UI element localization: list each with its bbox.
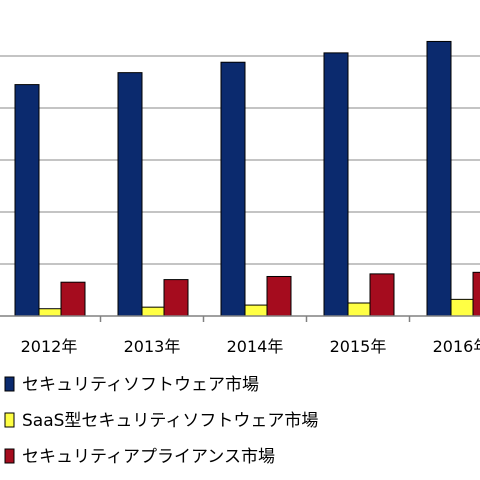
bar-1-2014年: [220, 61, 246, 317]
x-tick-label: 2013年: [124, 337, 181, 356]
bar-2-2012年: [38, 308, 62, 317]
legend-label: セキュリティソフトウェア市場: [22, 375, 259, 395]
bar-3-2016年: [472, 271, 480, 317]
x-ticks: [99, 316, 411, 322]
x-tick-label: 2014年: [227, 337, 284, 356]
legend: セキュリティソフトウェア市場 SaaS型セキュリティソフトウェア市場セキュリティア…: [4, 375, 318, 467]
x-tick-label: 2016年: [433, 337, 480, 356]
x-tick-label: 2015年: [330, 337, 387, 356]
legend-label: SaaS型セキュリティソフトウェア市場: [22, 411, 318, 431]
bar-1-2016年: [426, 40, 452, 317]
bars: [14, 40, 480, 317]
bar-2-2013年: [141, 306, 165, 317]
x-tick-labels: 2012年 2013年 2014年 2015年 2016年: [21, 337, 480, 356]
bar-1-2015年: [323, 52, 349, 317]
x-tick-label: 2012年: [21, 337, 78, 356]
bar-3-2015年: [369, 273, 395, 317]
legend-swatch: [4, 448, 15, 464]
bar-3-2013年: [163, 279, 189, 317]
legend-label: セキュリティアプライアンス市場: [22, 447, 275, 467]
bar-1-2013年: [117, 72, 143, 317]
bar-3-2012年: [60, 281, 86, 317]
bar-2-2015年: [347, 302, 371, 317]
legend-swatch: [4, 376, 15, 392]
legend-swatch: [4, 412, 15, 428]
bar-2-2014年: [244, 304, 268, 317]
bar-1-2012年: [14, 84, 40, 317]
bar-2-2016年: [450, 298, 474, 317]
bar-3-2014年: [266, 275, 292, 317]
